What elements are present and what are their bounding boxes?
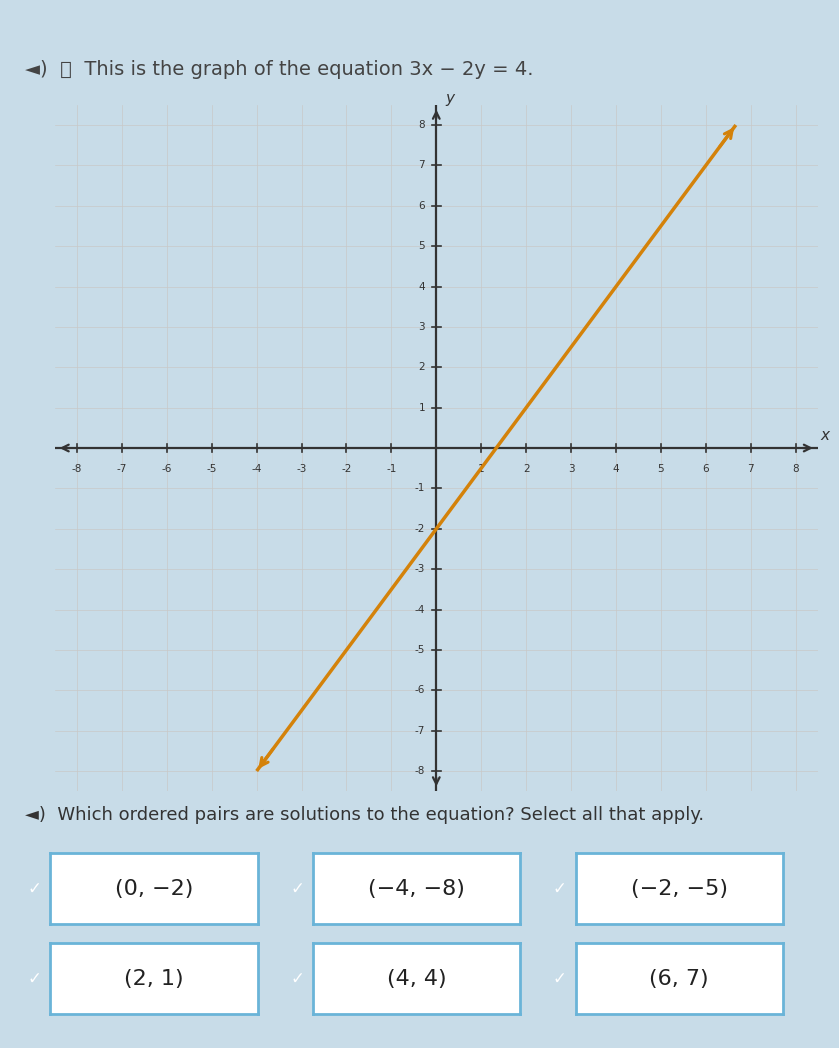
Text: ✓: ✓ (290, 969, 304, 988)
Text: -5: -5 (414, 645, 425, 655)
Text: (−4, −8): (−4, −8) (368, 878, 465, 899)
Text: (0, −2): (0, −2) (115, 878, 193, 899)
Text: 4: 4 (419, 282, 425, 291)
Text: 6: 6 (419, 201, 425, 211)
Text: ✓: ✓ (553, 879, 566, 898)
Text: 5: 5 (419, 241, 425, 252)
Text: -7: -7 (414, 725, 425, 736)
Text: -2: -2 (341, 464, 352, 474)
Text: 8: 8 (792, 464, 799, 474)
Text: -5: -5 (206, 464, 217, 474)
Text: 7: 7 (419, 160, 425, 171)
Text: -1: -1 (386, 464, 397, 474)
Text: 2: 2 (523, 464, 529, 474)
Text: ✓: ✓ (28, 879, 41, 898)
Text: -6: -6 (414, 685, 425, 695)
Text: (6, 7): (6, 7) (649, 968, 709, 989)
Text: (4, 4): (4, 4) (387, 968, 446, 989)
Text: x: x (821, 429, 829, 443)
Text: ◄)  ⦬  This is the graph of the equation 3x − 2y = 4.: ◄) ⦬ This is the graph of the equation 3… (25, 60, 534, 79)
Text: 5: 5 (658, 464, 664, 474)
Text: -1: -1 (414, 483, 425, 494)
Text: 1: 1 (419, 402, 425, 413)
Text: -4: -4 (252, 464, 262, 474)
Text: -3: -3 (296, 464, 307, 474)
Text: ✓: ✓ (553, 969, 566, 988)
Text: -7: -7 (117, 464, 127, 474)
Text: 8: 8 (419, 119, 425, 130)
Text: -2: -2 (414, 524, 425, 533)
Text: ◄)  Which ordered pairs are solutions to the equation? Select all that apply.: ◄) Which ordered pairs are solutions to … (25, 806, 704, 824)
Text: 2: 2 (419, 363, 425, 372)
Text: 3: 3 (568, 464, 575, 474)
Text: 6: 6 (702, 464, 709, 474)
Text: y: y (446, 91, 454, 106)
Text: (2, 1): (2, 1) (124, 968, 184, 989)
Text: 1: 1 (478, 464, 484, 474)
Text: (−2, −5): (−2, −5) (631, 878, 727, 899)
Text: -4: -4 (414, 605, 425, 614)
Text: -3: -3 (414, 564, 425, 574)
Text: 4: 4 (612, 464, 619, 474)
Text: 3: 3 (419, 322, 425, 332)
Text: -6: -6 (162, 464, 172, 474)
Text: ✓: ✓ (290, 879, 304, 898)
Text: -8: -8 (72, 464, 82, 474)
Text: ✓: ✓ (28, 969, 41, 988)
Text: 7: 7 (748, 464, 754, 474)
Text: -8: -8 (414, 766, 425, 777)
